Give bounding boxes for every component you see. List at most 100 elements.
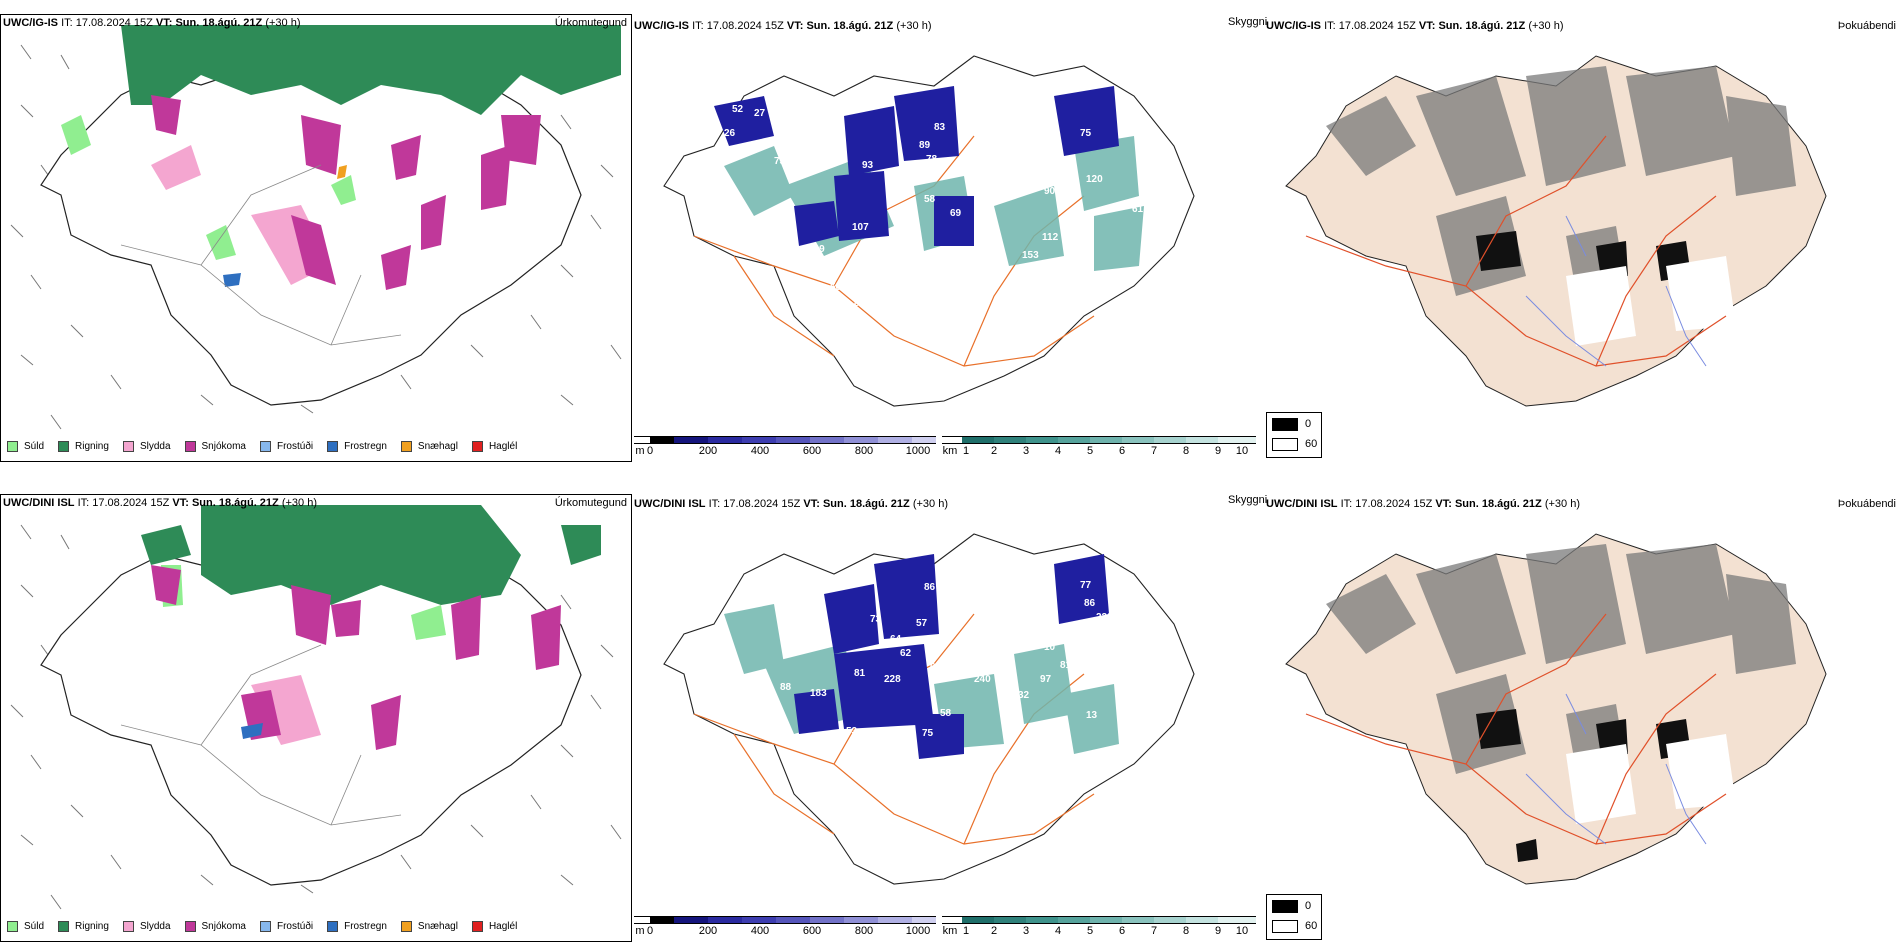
fog-index-panel: UWC/IG-IS IT: 17.08.2024 15Z VT: Sun. 18… [1266,14,1900,414]
tick-label: 5 [1086,925,1094,937]
tick-label: 1 [962,925,970,937]
tick-label: 9 [1214,445,1222,457]
tick-label: 800 [854,925,874,937]
rain-area [141,505,601,605]
value-label: 153 [1022,250,1039,261]
tick-label: 5 [1086,445,1094,457]
roads [1305,135,1727,367]
tick-label: 200 [698,445,718,457]
value-label: 85 [906,262,918,273]
value-label: 82 [942,572,954,583]
unit-label: m [635,925,645,937]
value-label: 91 [924,286,936,297]
visibility-map [663,55,1195,407]
value-label: 42 [782,256,794,267]
value-label: 124 [1004,714,1021,725]
legend-item: Haglél [471,441,517,452]
value-label: 80 [1026,588,1038,599]
tick-label: 7 [1150,445,1158,457]
value-label: 71 [994,596,1006,607]
legend-item: Slydda [122,441,171,452]
tick-label: 1 [962,445,970,457]
value-label: 37 [1142,162,1154,173]
visibility-panel: UWC/IG-IS IT: 17.08.2024 15Z VT: Sun. 18… [634,14,1267,462]
legend-item: Snæhagl [400,441,458,452]
tick-label: 3 [1022,445,1030,457]
value-label: 135 [1012,282,1029,293]
unit-label: km [942,925,958,937]
legend-item: Snjókoma [184,441,246,452]
visibility-colorbar: km 1 2 3 4 5 6 7 8 9 10 [942,916,1256,942]
value-label: 89 [919,140,931,151]
value-label: 50 [830,282,842,293]
value-label: 82 [854,298,866,309]
value-label: 83 [934,122,946,133]
panel-header: UWC/IG-IS IT: 17.08.2024 15Z VT: Sun. 18… [634,20,932,32]
value-label: 56 [818,740,830,751]
tick-label: 3 [1022,925,1030,937]
fog-gray-areas [1326,544,1796,774]
tick-label: 2 [990,925,998,937]
rain-area [121,25,621,115]
tick-label: 800 [854,445,874,457]
shade-legend: 0 60 [1266,894,1322,940]
precip-type-map [10,505,622,910]
value-label: 116 [894,234,911,245]
value-label: 10 [1044,642,1056,653]
value-label: 53 [846,726,858,737]
fog-index-panel: UWC/DINI ISL IT: 17.08.2024 15Z VT: Sun.… [1266,494,1900,894]
tick-label: 0 [646,445,654,457]
value-label: 68 [930,662,942,673]
value-label: 58 [924,194,936,205]
value-label: 222 [1096,612,1113,623]
tick-label: 6 [1118,445,1126,457]
visibility-map [663,533,1195,885]
value-label: 90 [1044,138,1056,149]
tick-label: 400 [750,925,770,937]
legend-item: Slydda [122,921,171,932]
panel-title: Þokuábendi [1837,20,1896,32]
panel-header: UWC/DINI ISL IT: 17.08.2024 15Z VT: Sun.… [1266,498,1580,510]
snow-areas [151,565,561,750]
legend-item: Súld [7,921,44,932]
fog-white-areas [1566,256,1736,346]
tick-label: 600 [802,925,822,937]
value-label: 104 [772,240,789,251]
fog-white-areas [1566,734,1736,824]
fog-dark-areas [1476,709,1691,862]
tick-label: 6 [1118,925,1126,937]
value-label: 61 [1132,204,1144,215]
wind-barbs [10,524,622,910]
value-label: 77 [1080,580,1092,591]
value-label: 72 [1026,120,1038,131]
value-label: 139 [808,244,825,255]
panel-header: UWC/DINI ISL IT: 17.08.2024 15Z VT: Sun.… [634,498,948,510]
value-label: 78 [926,154,938,165]
ceiling-blue-areas [794,554,1109,759]
unit-label: km [942,445,958,457]
ceiling-colorbar: m 0 200 400 600 800 1000 [634,916,936,942]
rivers [1525,693,1707,845]
value-label: 72 [1026,570,1038,581]
row-1: UWC/DINI ISL IT: 17.08.2024 15Z VT: Sun.… [0,478,1900,950]
tick-label: 1000 [905,445,931,457]
tick-label: 9 [1214,925,1222,937]
value-label: 90 [1044,186,1056,197]
value-labels: 73 86 82 73 57 64 62 68 81 228 240 58 18… [634,514,1264,924]
fog-index-map [1285,533,1827,885]
value-label: 86 [1084,598,1096,609]
legend-item: Snjókoma [184,921,246,932]
visibility-panel: UWC/DINI ISL IT: 17.08.2024 15Z VT: Sun.… [634,494,1267,942]
roads [120,164,402,346]
wind-barbs [10,44,622,430]
row-0: UWC/IG-IS IT: 17.08.2024 15Z VT: Sun. 18… [0,0,1900,470]
tick-label: 4 [1054,925,1062,937]
tick-label: 10 [1235,445,1249,457]
value-label: 58 [940,708,952,719]
precip-legend: Súld Rigning Slydda Snjókoma Frostúði Fr… [7,921,531,932]
value-label: 152 [1022,138,1039,149]
freezing-rain-area [223,273,241,287]
value-label: 81 [1060,660,1072,671]
legend-item: Súld [7,441,44,452]
value-label: 183 [810,688,827,699]
